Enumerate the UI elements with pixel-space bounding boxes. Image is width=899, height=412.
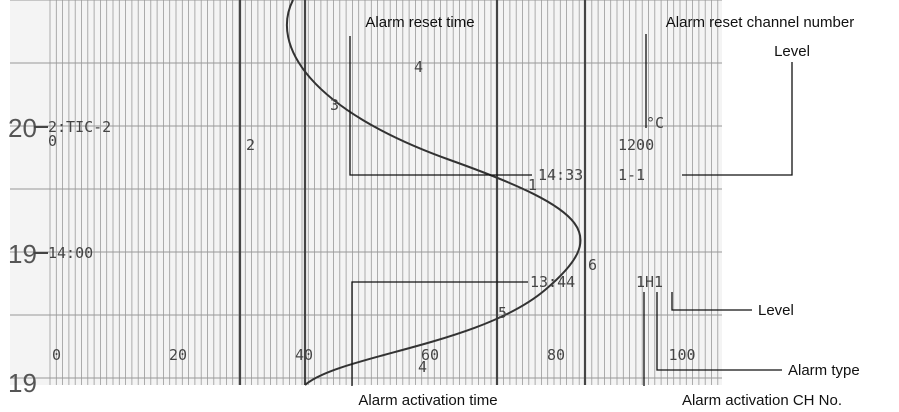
callout: Alarm reset channel number: [666, 14, 854, 31]
activation-time: 13:44: [530, 273, 575, 291]
row-label: 19: [8, 239, 37, 269]
callout: Level: [758, 302, 794, 319]
callout: Alarm activation CH No.: [682, 392, 842, 409]
channel-mark: 1: [528, 176, 537, 194]
channel-mark: 4: [414, 58, 423, 76]
time-mark: 14:00: [48, 244, 93, 262]
row-label: 20: [8, 113, 37, 143]
reset-level: 1-1: [618, 166, 645, 184]
callout: Alarm reset time: [365, 14, 474, 31]
tag: 2:TIC-2: [48, 118, 111, 136]
scale-label: 80: [547, 346, 565, 364]
callout: Level: [774, 43, 810, 60]
callout: Alarm type: [788, 362, 860, 379]
reset-time: 14:33: [538, 166, 583, 184]
scale-extra: 4: [418, 358, 427, 376]
scale-label: 40: [295, 346, 313, 364]
channel-mark: 3: [330, 96, 339, 114]
channel-mark: 2: [246, 136, 255, 154]
row-label: 19: [8, 368, 37, 398]
activation-code: 1H1: [636, 273, 663, 291]
tag-sub: 0: [48, 132, 57, 150]
scale-label: 100: [668, 346, 695, 364]
scale-label: 0: [52, 346, 61, 364]
scale-label: 20: [169, 346, 187, 364]
callout: Alarm activation time: [358, 392, 497, 409]
chart-paper: [10, 0, 722, 385]
unit: °C: [646, 114, 664, 132]
channel-mark: 6: [588, 256, 597, 274]
reset-channel: 1200: [618, 136, 654, 154]
diagram: 20 19 19 2:TIC-2 0 14:00 2 3 4 1 6 5 120…: [0, 0, 899, 412]
channel-mark: 5: [498, 304, 507, 322]
